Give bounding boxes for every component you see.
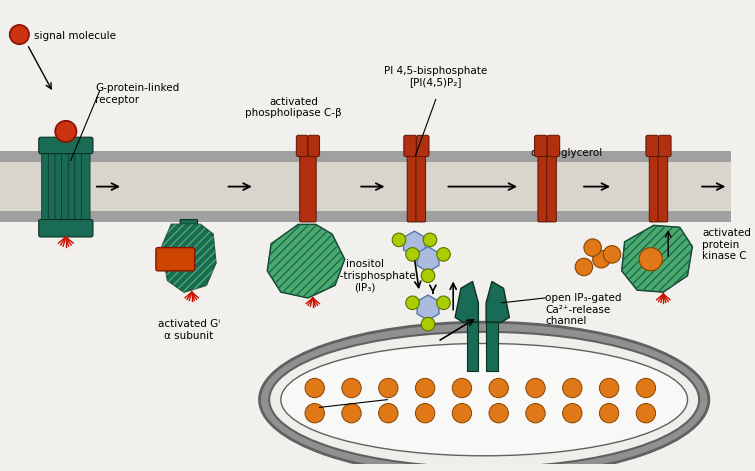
Circle shape [421, 269, 435, 283]
Ellipse shape [281, 343, 688, 456]
Circle shape [405, 248, 419, 261]
FancyBboxPatch shape [75, 151, 83, 222]
Text: diacylglycerol: diacylglycerol [530, 148, 602, 158]
FancyBboxPatch shape [308, 135, 319, 156]
Text: inositol
1,4,5-trisphosphate
(IP₃): inositol 1,4,5-trisphosphate (IP₃) [314, 259, 417, 292]
FancyBboxPatch shape [48, 151, 57, 222]
Circle shape [562, 404, 582, 423]
Text: activated Gⁱ
α subunit: activated Gⁱ α subunit [158, 319, 220, 341]
Circle shape [452, 404, 472, 423]
Text: GTP: GTP [164, 257, 187, 267]
Circle shape [10, 25, 29, 44]
Circle shape [562, 378, 582, 398]
Circle shape [423, 233, 436, 247]
Circle shape [636, 404, 655, 423]
FancyBboxPatch shape [296, 135, 308, 156]
Circle shape [55, 121, 76, 142]
FancyBboxPatch shape [62, 151, 70, 222]
Circle shape [342, 378, 361, 398]
Text: Ca²⁺: Ca²⁺ [627, 259, 652, 269]
Polygon shape [417, 247, 439, 272]
Ellipse shape [270, 332, 699, 467]
Circle shape [305, 378, 325, 398]
Circle shape [489, 378, 508, 398]
FancyBboxPatch shape [39, 137, 93, 154]
Text: P: P [425, 321, 431, 330]
Text: P: P [425, 272, 431, 281]
Polygon shape [455, 282, 479, 322]
FancyBboxPatch shape [658, 151, 667, 222]
Text: P: P [441, 299, 446, 308]
Bar [467, 322, 479, 371]
FancyBboxPatch shape [649, 151, 659, 222]
Bar [486, 322, 498, 371]
Circle shape [421, 317, 435, 331]
FancyBboxPatch shape [42, 151, 51, 222]
FancyBboxPatch shape [416, 151, 426, 222]
Text: P: P [427, 236, 433, 245]
Circle shape [525, 404, 545, 423]
Polygon shape [621, 225, 692, 292]
FancyBboxPatch shape [68, 151, 77, 222]
Text: PI 4,5-bisphosphate
[PI(4,5)P₂]: PI 4,5-bisphosphate [PI(4,5)P₂] [384, 65, 488, 87]
Polygon shape [162, 224, 216, 292]
Circle shape [639, 248, 662, 271]
Polygon shape [404, 231, 425, 256]
FancyBboxPatch shape [646, 135, 658, 156]
Circle shape [603, 246, 621, 263]
FancyBboxPatch shape [300, 151, 316, 222]
FancyBboxPatch shape [538, 151, 547, 222]
Bar [0, 162, 731, 211]
Circle shape [599, 404, 619, 423]
FancyBboxPatch shape [156, 248, 195, 271]
Circle shape [392, 233, 405, 247]
Text: activated
protein
kinase C: activated protein kinase C [702, 228, 751, 261]
Text: lumen of
endoplasmic
reticulum: lumen of endoplasmic reticulum [325, 375, 392, 409]
Bar [0, 151, 731, 222]
Circle shape [452, 378, 472, 398]
FancyBboxPatch shape [55, 151, 63, 222]
Circle shape [378, 404, 398, 423]
Circle shape [436, 296, 450, 309]
Circle shape [636, 378, 655, 398]
FancyBboxPatch shape [180, 219, 198, 229]
Text: P: P [410, 251, 415, 260]
Text: G-protein-linked
receptor: G-protein-linked receptor [95, 83, 179, 105]
Circle shape [305, 404, 325, 423]
Circle shape [415, 404, 435, 423]
Ellipse shape [260, 322, 709, 471]
FancyBboxPatch shape [547, 135, 559, 156]
Circle shape [436, 248, 450, 261]
Circle shape [593, 251, 610, 268]
FancyBboxPatch shape [404, 135, 417, 156]
Text: P: P [441, 251, 446, 260]
Text: P: P [396, 236, 402, 245]
Circle shape [378, 378, 398, 398]
Text: activated
phospholipase C-β: activated phospholipase C-β [245, 97, 342, 118]
FancyBboxPatch shape [535, 135, 547, 156]
FancyBboxPatch shape [39, 219, 93, 237]
Circle shape [575, 258, 593, 276]
Circle shape [599, 378, 619, 398]
Text: signal molecule: signal molecule [34, 31, 116, 41]
FancyBboxPatch shape [82, 151, 90, 222]
Polygon shape [486, 282, 510, 322]
Circle shape [525, 378, 545, 398]
FancyBboxPatch shape [407, 151, 417, 222]
Circle shape [342, 404, 361, 423]
FancyBboxPatch shape [547, 151, 556, 222]
FancyBboxPatch shape [417, 135, 429, 156]
FancyBboxPatch shape [658, 135, 671, 156]
Text: P: P [410, 299, 415, 308]
Circle shape [489, 404, 508, 423]
Circle shape [584, 239, 601, 256]
Circle shape [415, 378, 435, 398]
Polygon shape [267, 224, 345, 298]
Text: open IP₃-gated
Ca²⁺-release
channel: open IP₃-gated Ca²⁺-release channel [545, 293, 621, 326]
Polygon shape [417, 295, 439, 320]
Circle shape [405, 296, 419, 309]
